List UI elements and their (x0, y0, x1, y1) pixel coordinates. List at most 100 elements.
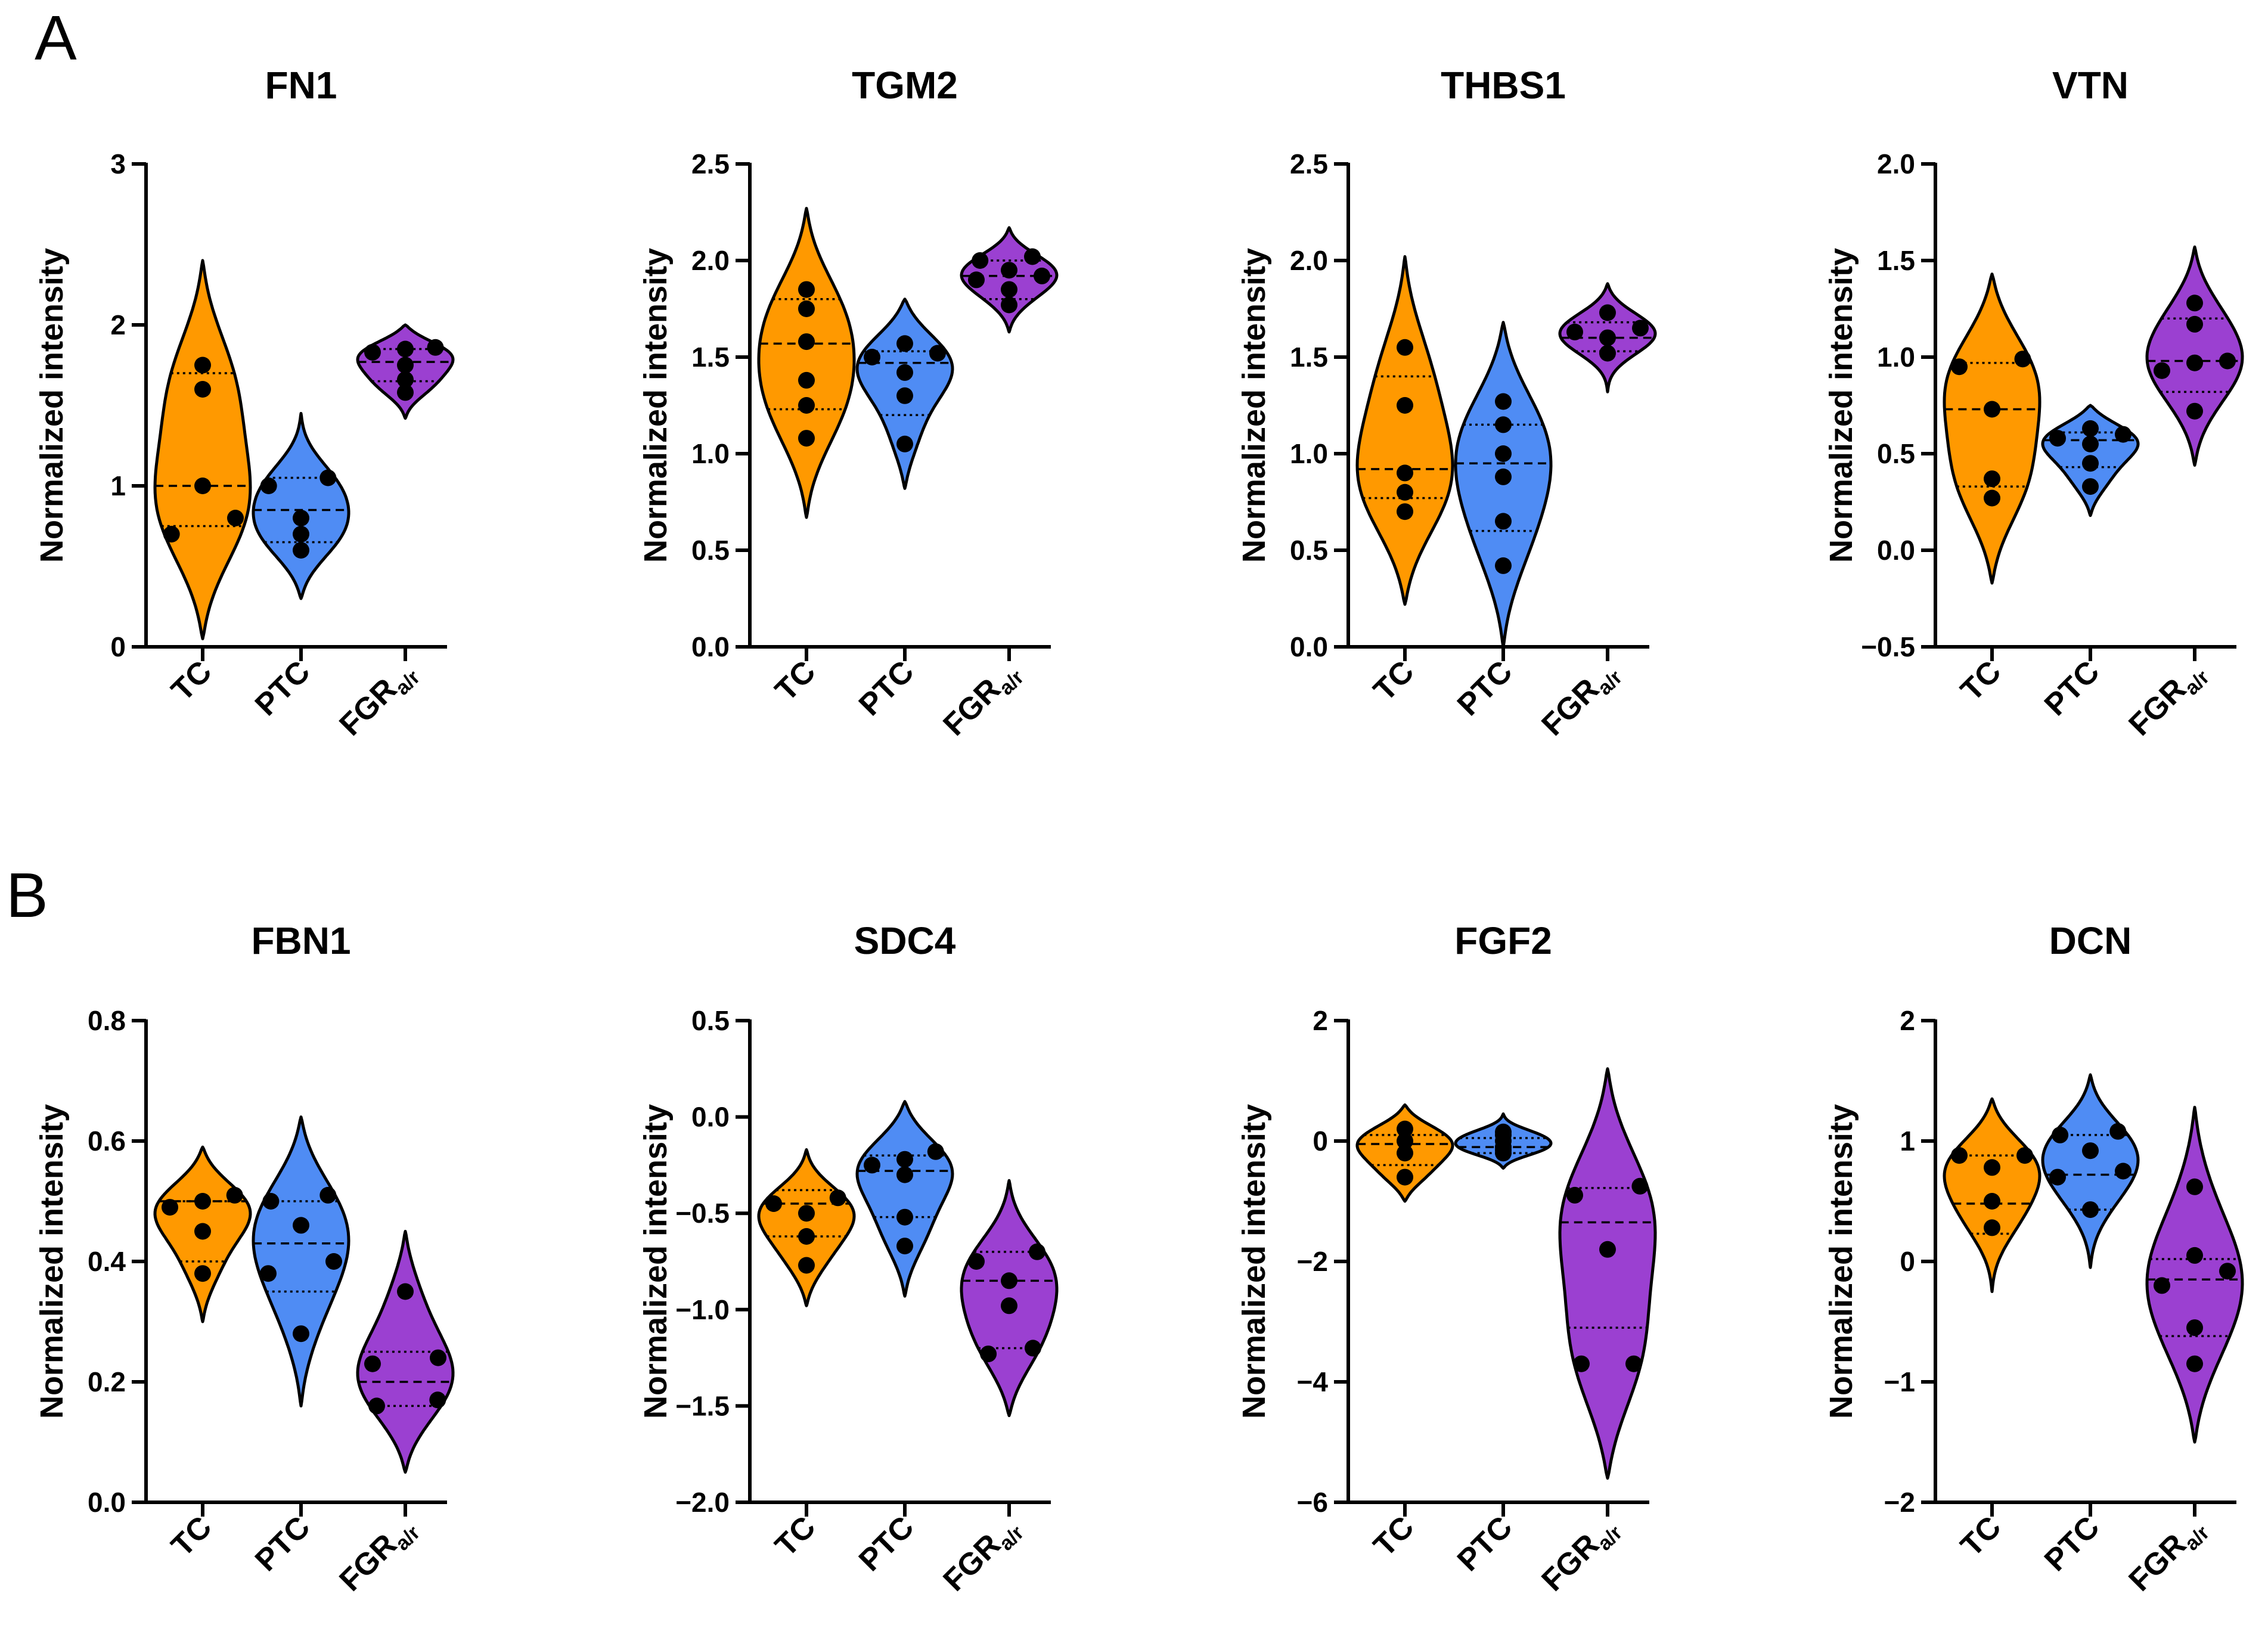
data-point-sdc4-fgra-r (980, 1346, 997, 1363)
data-point-fbn1-fgra-r (429, 1391, 446, 1409)
chart-fbn1: FBN1 Normalized intensity 0.0 0.2 0.4 0.6 0.8 T… (34, 919, 455, 1598)
data-point-thbs1-ptc (1495, 393, 1512, 410)
data-point-thbs1-fgra-r (1599, 329, 1616, 346)
data-point-thbs1-tc (1397, 464, 1413, 482)
data-point-dcn-fgra-r (2154, 1277, 2170, 1294)
x-tick-label-tc: TC (165, 654, 218, 708)
data-point-sdc4-tc (798, 1205, 815, 1222)
y-tick-label: 0.0 (1290, 631, 1328, 662)
data-point-sdc4-tc (798, 1257, 815, 1274)
data-point-vtn-fgra-r (2219, 352, 2236, 370)
y-tick-label: 3 (110, 148, 126, 179)
data-point-sdc4-ptc (896, 1208, 913, 1226)
data-point-sdc4-ptc (896, 1166, 913, 1183)
data-point-fbn1-ptc (293, 1325, 309, 1343)
y-tick-label: 0.5 (1290, 535, 1328, 566)
violin-dcn-fgra-r (2145, 1105, 2244, 1444)
data-point-sdc4-ptc (896, 1151, 913, 1168)
data-point-vtn-tc (1984, 489, 2000, 507)
y-tick-label: −0.5 (1861, 631, 1915, 662)
data-point-tgm2-ptc (896, 387, 913, 404)
data-point-fn1-ptc (293, 526, 309, 542)
data-point-fn1-fgra-r (397, 384, 414, 401)
data-point-tgm2-tc (798, 371, 815, 389)
y-tick-label: 1.0 (1290, 438, 1328, 469)
data-point-vtn-ptc (2049, 430, 2066, 447)
chart-thbs1: THBS1 Normalized intensity 0.0 0.5 1.0 1.5 2.0… (1236, 64, 1657, 743)
x-tick-label-tc: TC (768, 1509, 822, 1563)
data-point-fbn1-fgra-r (397, 1283, 414, 1300)
y-tick-label: 1 (110, 470, 126, 501)
chart-vtn: VTN Normalized intensity −0.5 0.0 0.5 1.0 1.5 2… (1823, 64, 2244, 743)
x-tick-label-fgr: FGRa/r (1535, 1509, 1627, 1601)
y-tick-label: 1.5 (691, 342, 730, 373)
data-point-vtn-ptc (2115, 426, 2132, 443)
x-tick-label-fgr: FGRa/r (936, 654, 1028, 746)
x-tick-label-ptc: PTC (1451, 654, 1519, 723)
y-tick-label: 0 (110, 631, 126, 662)
panel-letter-a: A (35, 3, 77, 73)
x-tick-label-ptc: PTC (852, 654, 921, 723)
data-point-tgm2-tc (798, 300, 815, 317)
y-tick-label: −4 (1297, 1366, 1329, 1397)
data-point-fn1-fgra-r (364, 343, 381, 361)
violin-sdc4-ptc (855, 1100, 954, 1298)
data-point-vtn-fgra-r (2186, 315, 2203, 333)
data-point-tgm2-fgra-r (1034, 267, 1050, 284)
x-tick-label-ptc: PTC (249, 654, 317, 723)
chart-title-vtn: VTN (2052, 64, 2129, 107)
x-tick-label-ptc: PTC (2038, 1509, 2106, 1578)
y-tick-label: −1.5 (675, 1390, 730, 1421)
y-tick-label: 1 (1900, 1126, 1915, 1157)
data-point-dcn-ptc (2115, 1162, 2132, 1180)
x-tick-label-tc: TC (768, 654, 822, 708)
data-point-vtn-fgra-r (2186, 294, 2203, 312)
y-tick-label: −0.5 (675, 1198, 730, 1229)
data-point-dcn-ptc (2082, 1201, 2099, 1219)
y-tick-label: 0.5 (1877, 438, 1915, 469)
x-tick-label-ptc: PTC (852, 1509, 921, 1578)
x-tick-label-tc: TC (1954, 654, 2008, 708)
violin-dcn-ptc (2041, 1073, 2140, 1269)
data-point-tgm2-tc (798, 333, 815, 351)
y-tick-label: 2.0 (1877, 148, 1915, 179)
data-point-sdc4-fgra-r (968, 1253, 985, 1270)
x-tick-label-fgr: FGRa/r (2122, 1509, 2214, 1601)
data-point-fn1-tc (194, 478, 211, 494)
data-point-dcn-ptc (2049, 1168, 2066, 1186)
y-tick-label: 0.0 (88, 1487, 126, 1518)
data-point-fgf2-tc (1397, 1168, 1413, 1186)
data-point-thbs1-tc (1397, 397, 1413, 414)
y-tick-label: 0.5 (691, 1005, 730, 1036)
y-tick-label: −1.0 (675, 1294, 730, 1325)
y-tick-label: −1 (1884, 1366, 1915, 1397)
chart-sdc4: SDC4 Normalized intensity −2.0 −1.5 −1.0 −0.5… (638, 919, 1059, 1598)
y-tick-label: 0.4 (88, 1246, 126, 1277)
data-point-sdc4-tc (798, 1228, 815, 1245)
y-tick-label: 0.0 (691, 1102, 730, 1133)
chart-title-tgm2: TGM2 (852, 64, 958, 107)
data-point-tgm2-fgra-r (1001, 296, 1017, 314)
y-tick-label: 1.5 (1877, 245, 1915, 276)
data-point-fbn1-fgra-r (364, 1355, 381, 1372)
data-point-thbs1-ptc (1495, 445, 1512, 462)
data-point-sdc4-fgra-r (1001, 1297, 1017, 1315)
y-tick-label: −2 (1297, 1246, 1328, 1277)
data-point-dcn-tc (1984, 1219, 2000, 1236)
y-tick-label: 0.0 (691, 631, 730, 662)
data-point-fbn1-tc (194, 1223, 211, 1240)
data-point-thbs1-ptc (1495, 513, 1512, 530)
y-tick-label: 0 (1313, 1126, 1328, 1157)
data-point-vtn-ptc (2082, 478, 2099, 495)
data-point-fbn1-ptc (293, 1217, 309, 1234)
violin-sdc4-tc (757, 1148, 856, 1307)
data-point-thbs1-fgra-r (1632, 320, 1649, 337)
data-point-vtn-tc (1951, 358, 1968, 376)
y-tick-label: 2.0 (1290, 245, 1328, 276)
x-tick-label-tc: TC (1954, 1509, 2008, 1563)
y-tick-label: −6 (1297, 1487, 1328, 1518)
data-point-dcn-tc (1951, 1147, 1968, 1164)
data-point-sdc4-fgra-r (1029, 1243, 1045, 1260)
